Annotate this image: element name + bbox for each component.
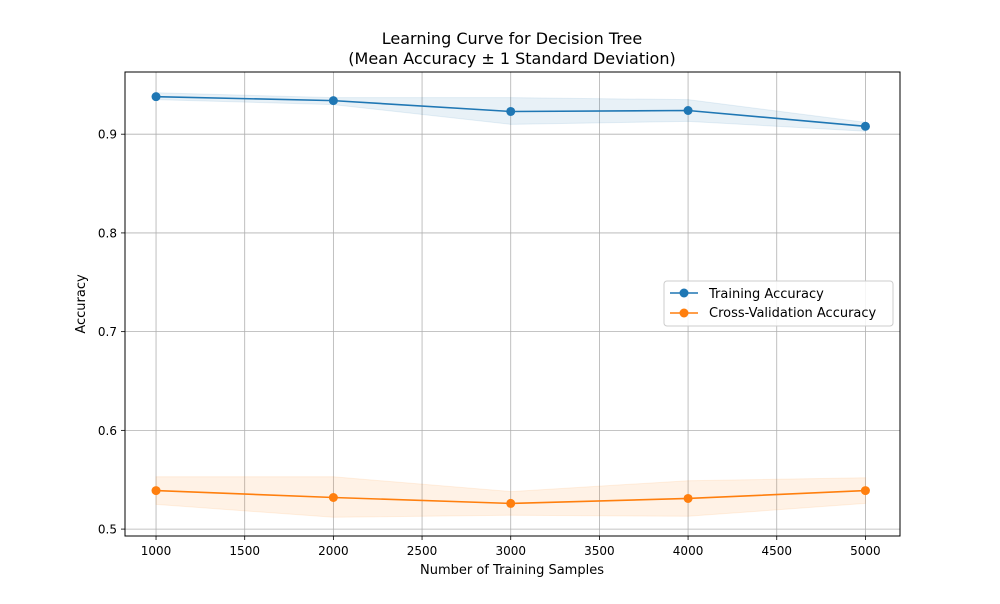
chart-title: Learning Curve for Decision Tree xyxy=(382,29,642,48)
x-tick-label: 2500 xyxy=(407,544,438,558)
y-tick-label: 0.6 xyxy=(98,424,117,438)
data-point-training xyxy=(860,121,870,131)
legend-box xyxy=(663,280,894,327)
legend: Training Accuracy Cross-Validation Accur… xyxy=(663,280,894,327)
data-point-cv xyxy=(506,498,516,508)
x-tick-label: 5000 xyxy=(850,544,881,558)
legend-label-cv: Cross-Validation Accuracy xyxy=(709,306,877,321)
x-tick-label: 3000 xyxy=(495,544,526,558)
std-band-cv xyxy=(155,476,866,518)
legend-marker-training xyxy=(679,288,689,298)
plot-area-frame xyxy=(124,71,901,537)
data-point-cv xyxy=(328,492,338,502)
y-tick-label: 0.9 xyxy=(98,128,117,142)
y-axis-label: Accuracy xyxy=(74,274,89,334)
data-point-cv xyxy=(683,493,693,503)
axis-ticks: 1000 1500 2000 2500 3000 3500 4000 4500 5000 0.5 0… xyxy=(98,128,881,558)
data-point-cv xyxy=(860,486,870,496)
x-tick-label: 4000 xyxy=(673,544,704,558)
data-point-cv xyxy=(151,486,161,496)
data-point-training xyxy=(151,92,161,102)
legend-marker-cv xyxy=(679,308,689,318)
chart-subtitle: (Mean Accuracy ± 1 Standard Deviation) xyxy=(348,49,675,68)
x-tick-label: 1500 xyxy=(229,544,260,558)
data-point-training xyxy=(683,106,693,116)
y-tick-label: 0.7 xyxy=(98,325,117,339)
grid xyxy=(125,72,900,536)
x-tick-label: 2000 xyxy=(318,544,349,558)
x-axis-label: Number of Training Samples xyxy=(420,563,604,578)
data-point-training xyxy=(506,106,516,116)
x-tick-label: 4500 xyxy=(761,544,792,558)
x-tick-label: 3500 xyxy=(584,544,615,558)
y-tick-label: 0.8 xyxy=(98,226,117,240)
legend-label-training: Training Accuracy xyxy=(708,287,824,302)
series-lines xyxy=(151,92,870,508)
data-point-training xyxy=(328,96,338,106)
y-tick-label: 0.5 xyxy=(98,523,117,537)
x-tick-label: 1000 xyxy=(141,544,172,558)
